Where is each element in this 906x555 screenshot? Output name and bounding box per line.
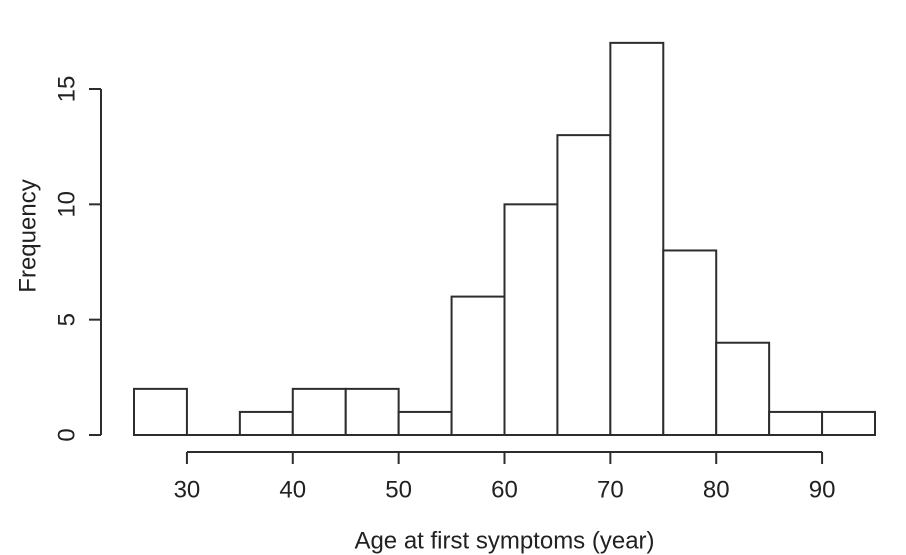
histogram-bar	[450, 295, 506, 436]
histogram-bar	[397, 410, 453, 436]
histogram-bar	[662, 249, 718, 436]
histogram-bar	[344, 387, 400, 437]
histogram-bar	[768, 410, 824, 436]
y-axis-title: Frequency	[15, 179, 42, 292]
y-tick-label: 10	[54, 191, 81, 218]
histogram-bar	[556, 134, 612, 436]
histogram-bar	[821, 410, 876, 436]
histogram-bar	[503, 203, 559, 436]
x-tick-label: 30	[174, 477, 201, 504]
histogram-bar	[291, 387, 347, 437]
x-tick-label: 50	[385, 477, 412, 504]
histogram-bar	[133, 387, 188, 437]
x-tick-label: 40	[279, 477, 306, 504]
x-tick-label: 70	[597, 477, 624, 504]
x-tick-label: 80	[703, 477, 730, 504]
x-tick-label: 60	[491, 477, 518, 504]
x-tick-label: 90	[809, 477, 836, 504]
x-axis-title: Age at first symptoms (year)	[354, 528, 654, 555]
y-tick-label: 15	[54, 76, 81, 103]
histogram-bar	[715, 341, 771, 437]
y-tick-label: 0	[54, 428, 81, 441]
histogram-bar	[609, 41, 665, 436]
histogram-bar	[238, 410, 294, 436]
y-tick-label: 5	[54, 313, 81, 326]
